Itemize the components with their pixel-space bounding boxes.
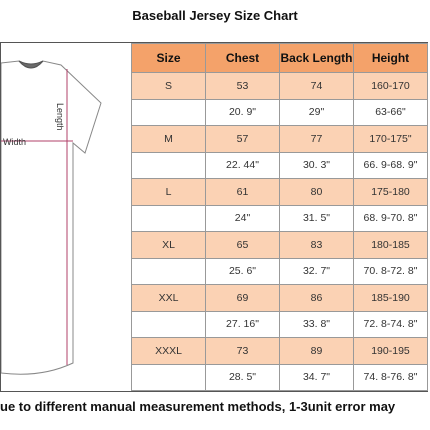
table-cell: 69 bbox=[205, 284, 280, 312]
table-cell: 29" bbox=[279, 98, 354, 126]
table-cell: 175-180 bbox=[353, 178, 428, 206]
table-row: XXL 69 86 185-190 bbox=[131, 284, 428, 312]
table-cell: XXXL bbox=[131, 337, 206, 365]
header-row: Size Chest Back Length Height bbox=[131, 43, 428, 73]
table-cell: 63-66" bbox=[353, 98, 428, 126]
size-table: Size Chest Back Length Height S 53 74 160-170 20… bbox=[131, 43, 428, 391]
table-cell: 83 bbox=[279, 231, 354, 259]
table-cell: 160-170 bbox=[353, 72, 428, 100]
header-cell: Chest bbox=[205, 43, 280, 73]
jersey bbox=[1, 60, 102, 375]
table-cell bbox=[131, 204, 206, 232]
header-cell: Back Length bbox=[279, 43, 354, 73]
table-cell: S bbox=[131, 72, 206, 100]
table-row: 24" 31. 5" 68. 9-70. 8" bbox=[131, 204, 428, 232]
table-row: S 53 74 160-170 bbox=[131, 72, 428, 100]
table-cell: M bbox=[131, 125, 206, 153]
table-cell: 24" bbox=[205, 204, 280, 232]
table-cell: L bbox=[131, 178, 206, 206]
table-cell: 73 bbox=[205, 337, 280, 365]
table-row: XXXL 73 89 190-195 bbox=[131, 337, 428, 365]
table-row: L 61 80 175-180 bbox=[131, 178, 428, 206]
width-label: Width bbox=[3, 137, 26, 147]
table-row: 25. 6" 32. 7" 70. 8-72. 8" bbox=[131, 257, 428, 285]
table-cell: 61 bbox=[205, 178, 280, 206]
table-cell: 180-185 bbox=[353, 231, 428, 259]
title: Baseball Jersey Size Chart bbox=[132, 8, 298, 23]
table-cell: 33. 8" bbox=[279, 310, 354, 338]
table-cell: 74. 8-76. 8" bbox=[353, 363, 428, 391]
table-cell: 20. 9" bbox=[205, 98, 280, 126]
chart-frame: Width Length Size Chest Back Length Height S… bbox=[0, 42, 428, 392]
table-cell: 170-175" bbox=[353, 125, 428, 153]
table-cell: 31. 5" bbox=[279, 204, 354, 232]
table-cell bbox=[131, 310, 206, 338]
table-cell: 53 bbox=[205, 72, 280, 100]
collar bbox=[18, 60, 44, 69]
table-row: 27. 16" 33. 8" 72. 8-74. 8" bbox=[131, 310, 428, 338]
table-row: 20. 9" 29" 63-66" bbox=[131, 98, 428, 126]
table-cell: 27. 16" bbox=[205, 310, 280, 338]
table-cell: 22. 44" bbox=[205, 151, 280, 179]
table-cell bbox=[131, 257, 206, 285]
table-cell: 190-195 bbox=[353, 337, 428, 365]
table-row: 22. 44" 30. 3" 66. 9-68. 9" bbox=[131, 151, 428, 179]
table-cell: 72. 8-74. 8" bbox=[353, 310, 428, 338]
jersey-figure: Width Length bbox=[1, 60, 102, 375]
table-cell: 28. 5" bbox=[205, 363, 280, 391]
table-cell: 86 bbox=[279, 284, 354, 312]
table-cell bbox=[131, 98, 206, 126]
header-cell: Height bbox=[353, 43, 428, 73]
table-cell: 74 bbox=[279, 72, 354, 100]
table-row: XL 65 83 180-185 bbox=[131, 231, 428, 259]
length-label: Length bbox=[55, 103, 65, 131]
table-cell: 80 bbox=[279, 178, 354, 206]
table-cell bbox=[131, 363, 206, 391]
footer-note: ue to different manual measurement metho… bbox=[0, 399, 396, 414]
table-cell: XXL bbox=[131, 284, 206, 312]
table-cell: 66. 9-68. 9" bbox=[353, 151, 428, 179]
table-cell: XL bbox=[131, 231, 206, 259]
table-cell bbox=[131, 151, 206, 179]
table-cell: 70. 8-72. 8" bbox=[353, 257, 428, 285]
table-cell: 25. 6" bbox=[205, 257, 280, 285]
header-cell: Size bbox=[131, 43, 206, 73]
table-cell: 65 bbox=[205, 231, 280, 259]
table-cell: 34. 7" bbox=[279, 363, 354, 391]
table-cell: 68. 9-70. 8" bbox=[353, 204, 428, 232]
table-cell: 77 bbox=[279, 125, 354, 153]
table-cell: 57 bbox=[205, 125, 280, 153]
table-cell: 185-190 bbox=[353, 284, 428, 312]
table-cell: 30. 3" bbox=[279, 151, 354, 179]
table-cell: 32. 7" bbox=[279, 257, 354, 285]
table-cell: 89 bbox=[279, 337, 354, 365]
table-row: M 57 77 170-175" bbox=[131, 125, 428, 153]
table-row: 28. 5" 34. 7" 74. 8-76. 8" bbox=[131, 363, 428, 391]
